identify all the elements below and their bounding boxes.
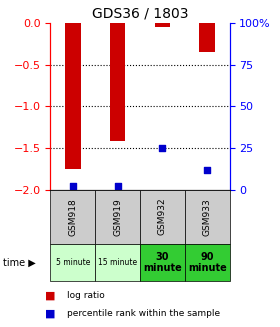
Text: percentile rank within the sample: percentile rank within the sample (67, 309, 220, 318)
Text: 15 minute: 15 minute (98, 258, 137, 267)
Text: 90
minute: 90 minute (188, 251, 227, 273)
Text: log ratio: log ratio (67, 291, 105, 300)
Text: ■: ■ (45, 291, 55, 301)
Bar (155, 23, 170, 27)
Title: GDS36 / 1803: GDS36 / 1803 (92, 6, 188, 20)
Point (71, 184, 75, 189)
Point (115, 184, 120, 189)
Bar (199, 23, 215, 52)
Text: time ▶: time ▶ (3, 257, 36, 267)
Text: GSM933: GSM933 (203, 198, 212, 235)
Text: 5 minute: 5 minute (56, 258, 90, 267)
Text: 30
minute: 30 minute (143, 251, 182, 273)
Text: GSM932: GSM932 (158, 198, 167, 235)
Text: ■: ■ (45, 309, 55, 319)
Bar (110, 23, 125, 141)
Text: GSM918: GSM918 (68, 198, 77, 235)
Point (160, 145, 165, 150)
Text: GSM919: GSM919 (113, 198, 122, 235)
Point (205, 167, 209, 172)
Bar (65, 23, 81, 169)
